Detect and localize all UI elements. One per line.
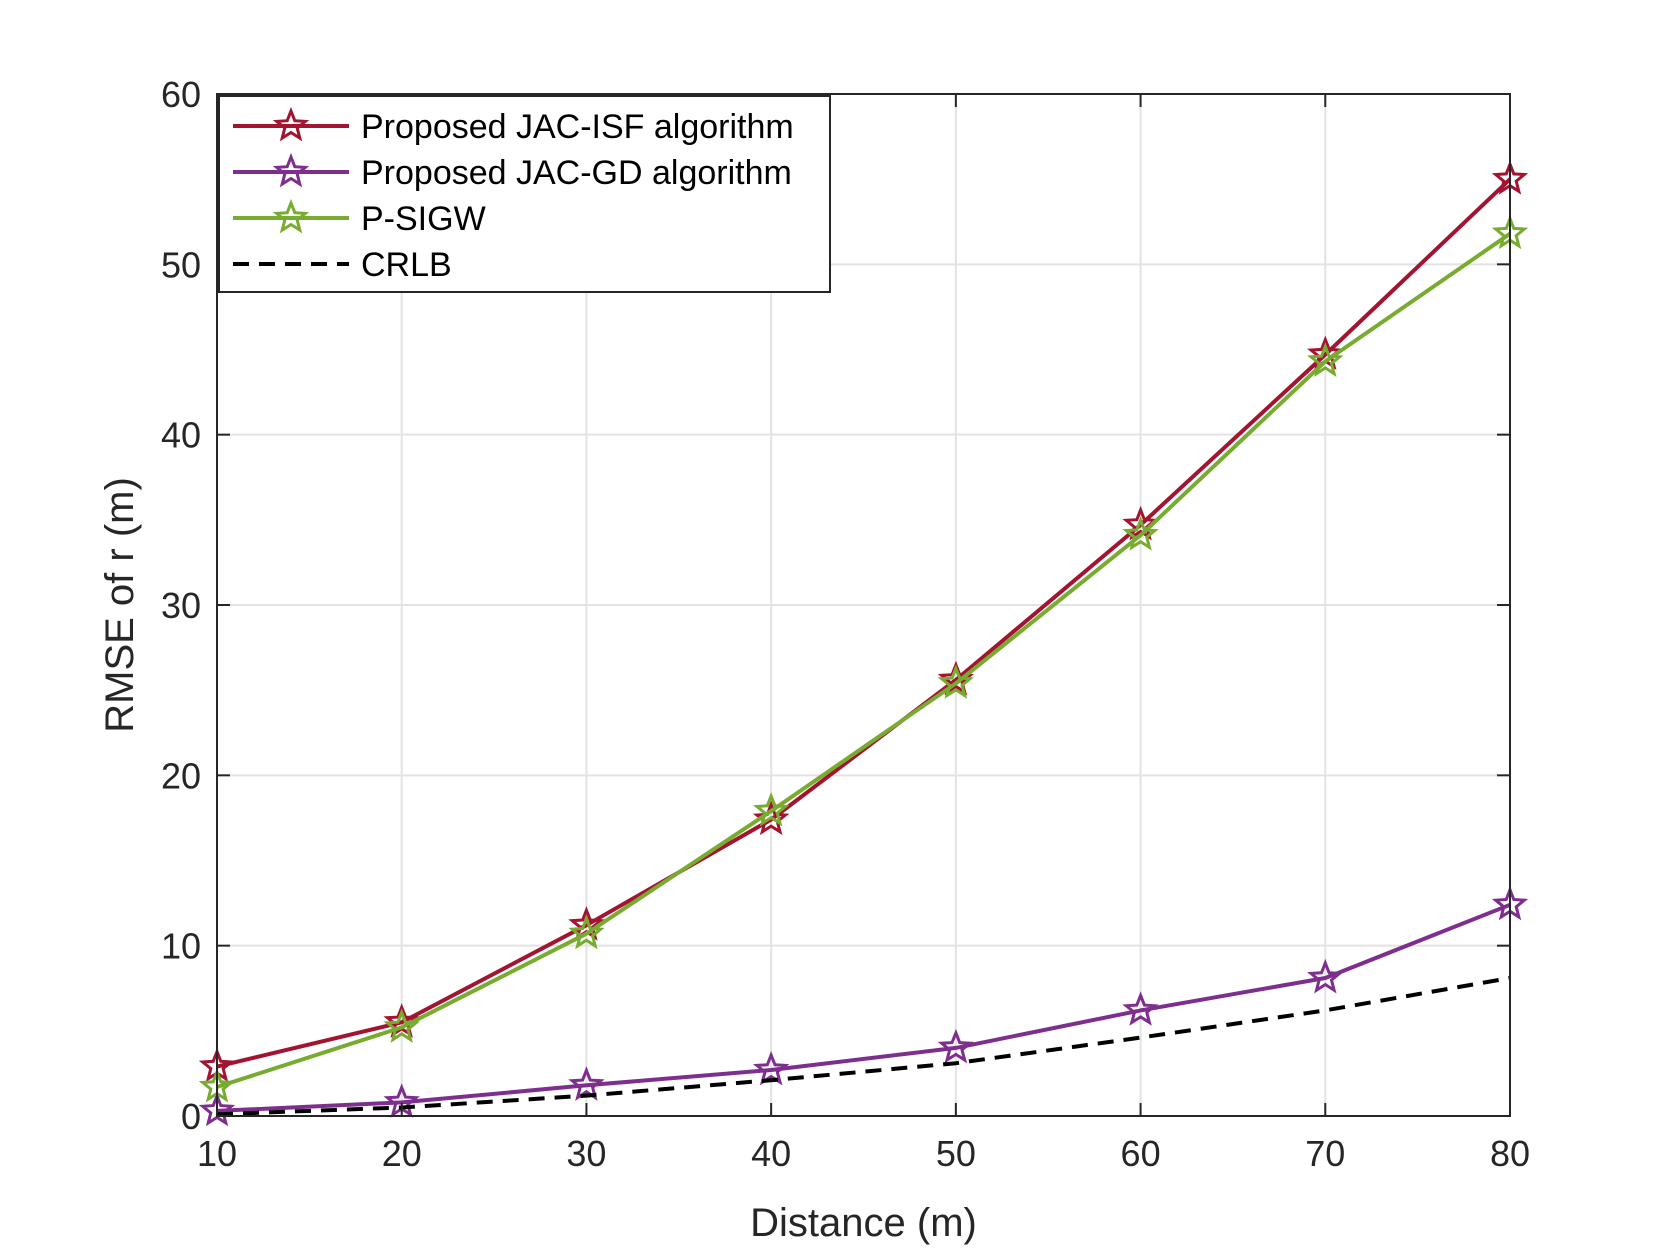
data-point-proposed-jac-gd-algorithm [752, 1050, 790, 1086]
series-line-p-sigw [216, 232, 1512, 1089]
y-tick-label: 40 [161, 415, 201, 456]
legend-marker-proposed-jac-gd-algorithm [272, 152, 310, 188]
legend-label-jac-isf: Proposed JAC-ISF algorithm [361, 108, 794, 146]
y-tick-label: 20 [161, 755, 201, 796]
data-point-p-sigw [568, 914, 605, 950]
data-point-proposed-jac-isf-algorithm [1122, 505, 1159, 541]
data-point-p-sigw [937, 664, 974, 699]
y-tick-label: 10 [161, 926, 201, 967]
y-axis-label: RMSE of r (m) [98, 477, 142, 733]
data-point-p-sigw [1122, 516, 1159, 551]
series-line-crlb [216, 976, 1511, 1117]
x-axis-label: Distance (m) [750, 1201, 977, 1245]
data-point-p-sigw [753, 792, 790, 827]
x-tick-label: 50 [936, 1133, 976, 1174]
x-tick-label: 80 [1490, 1133, 1530, 1174]
y-tick-label: 0 [181, 1096, 201, 1137]
data-point-p-sigw [1307, 342, 1344, 377]
y-tick-label: 30 [161, 585, 201, 626]
x-tick-label: 60 [1121, 1133, 1161, 1174]
legend-marker-proposed-jac-isf-algorithm [272, 106, 310, 142]
x-tick-label: 70 [1305, 1133, 1345, 1174]
data-point-proposed-jac-gd-algorithm [568, 1066, 605, 1101]
data-point-proposed-jac-gd-algorithm [937, 1028, 974, 1064]
x-tick-label: 20 [382, 1133, 422, 1174]
legend-label-crlb: CRLB [361, 246, 452, 284]
data-point-proposed-jac-gd-algorithm [1307, 958, 1344, 994]
y-tick-label: 50 [161, 244, 201, 285]
legend-marker-p-sigw [272, 198, 310, 234]
x-tick-label: 30 [566, 1133, 606, 1174]
legend-label-jac-gd: Proposed JAC-GD algorithm [361, 154, 792, 192]
x-tick-label: 40 [751, 1133, 791, 1174]
series-line-proposed-jac-gd-algorithm [216, 902, 1511, 1113]
series-group [198, 160, 1529, 1127]
legend-box [218, 95, 831, 293]
data-point-proposed-jac-isf-algorithm [752, 800, 790, 836]
x-tick-label: 10 [197, 1133, 237, 1174]
data-point-p-sigw [383, 1008, 420, 1043]
series-line-proposed-jac-isf-algorithm [216, 177, 1512, 1069]
legend-label-p-sigw: P-SIGW [361, 200, 486, 238]
legend: Proposed JAC-ISF algorithm Proposed JAC-… [218, 95, 831, 293]
y-tick-label: 60 [161, 74, 201, 115]
data-point-proposed-jac-gd-algorithm [1122, 991, 1159, 1026]
data-point-proposed-jac-gd-algorithm [198, 1091, 236, 1127]
